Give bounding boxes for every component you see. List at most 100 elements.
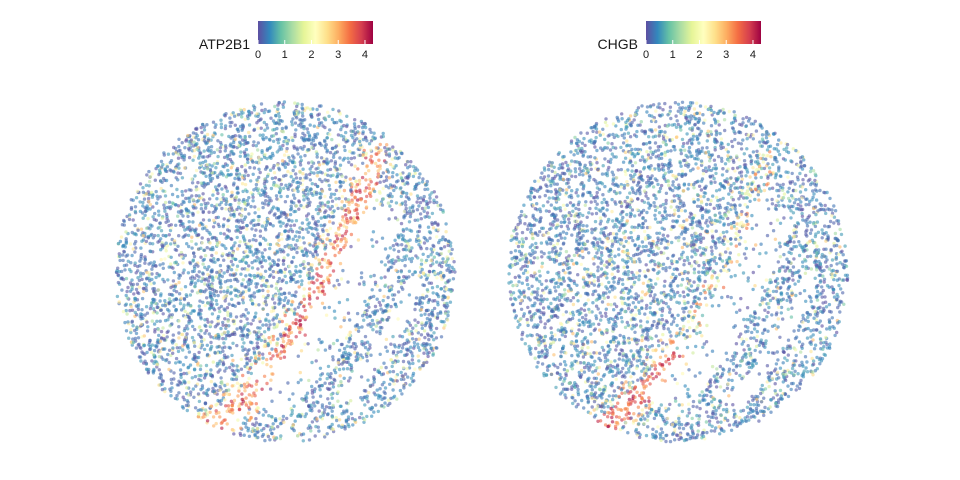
spot-point (421, 363, 426, 368)
spot-point (286, 301, 290, 305)
spot-point (226, 235, 230, 239)
spot-point (391, 396, 395, 400)
spot-point (388, 204, 392, 208)
spot-point (274, 349, 278, 353)
spot-point (409, 192, 413, 196)
spot-point (293, 196, 297, 200)
spot-point (247, 196, 251, 200)
spot-point (365, 164, 369, 168)
spot-point (197, 350, 201, 355)
spot-point (125, 214, 129, 219)
spot-point (162, 153, 166, 157)
spot-point (411, 174, 416, 179)
spot-point (220, 187, 224, 191)
spot-point (202, 128, 207, 132)
spot-point (417, 337, 421, 341)
spot-point (239, 426, 243, 430)
spot-point (212, 150, 216, 155)
spot-point (241, 373, 245, 378)
spot-point (321, 413, 325, 417)
legend-title-chgb: CHGB (598, 36, 638, 52)
spot-point (435, 200, 439, 205)
spot-point (253, 223, 258, 227)
spot-point (357, 124, 361, 129)
spot-point (399, 221, 404, 226)
spot-point (785, 142, 790, 147)
spot-point (192, 251, 196, 255)
spot-point (786, 307, 790, 311)
spot-point (415, 168, 420, 172)
spot-point (243, 389, 247, 393)
spot-point (276, 207, 280, 211)
spot-point (277, 114, 282, 119)
spot-point (215, 345, 219, 349)
spot-point (272, 163, 276, 168)
spot-point (182, 296, 186, 301)
spot-point (198, 334, 203, 339)
spot-point (315, 267, 319, 271)
spot-point (698, 246, 702, 250)
spot-point (452, 267, 456, 272)
spot-point (426, 201, 430, 206)
spot-point (255, 379, 259, 383)
spot-point (178, 360, 182, 364)
spot-point (418, 225, 422, 229)
spot-point (182, 338, 187, 342)
spot-point (315, 107, 319, 112)
spot-point (266, 284, 271, 289)
spot-point (321, 205, 325, 209)
spot-point (263, 343, 267, 347)
spot-point (389, 199, 394, 204)
spot-point (244, 357, 248, 361)
spot-point (193, 406, 198, 410)
spot-point (259, 338, 264, 343)
spot-point (321, 285, 325, 289)
spot-point (203, 303, 207, 308)
spot-point (159, 237, 163, 241)
spot-point (635, 129, 639, 134)
spot-point (257, 175, 261, 180)
spot-point (161, 326, 165, 330)
spot-point (269, 199, 273, 203)
spot-point (178, 346, 182, 350)
spot-point (242, 197, 246, 202)
spot-point (418, 172, 422, 176)
spot-point (197, 377, 201, 382)
spot-point (382, 294, 386, 299)
spot-point (196, 392, 201, 396)
spot-point (410, 206, 415, 210)
spot-point (241, 348, 245, 352)
colorbar-tick-label: 4 (750, 49, 756, 61)
spot-point (162, 280, 166, 284)
spot-point (319, 373, 323, 377)
spot-point (400, 258, 405, 263)
spot-point (336, 390, 340, 394)
spot-point (269, 364, 273, 369)
spot-point (590, 405, 594, 409)
spot-point (202, 149, 206, 153)
spot-point (205, 411, 209, 416)
spot-point (261, 192, 265, 197)
spot-point (252, 166, 257, 170)
spot-point (205, 419, 210, 423)
spot-point (224, 404, 228, 408)
spot-point (265, 312, 270, 317)
spot-point (384, 304, 388, 308)
spot-point (194, 242, 198, 246)
spot-point (325, 265, 330, 270)
spot-point (391, 171, 395, 175)
spot-point (127, 217, 132, 222)
spot-point (328, 150, 333, 155)
spot-point (300, 106, 304, 110)
spot-point (258, 242, 262, 247)
spot-point (352, 176, 356, 180)
spot-point (242, 107, 246, 112)
spot-point (344, 238, 348, 242)
spot-point (279, 356, 283, 360)
spot-point (207, 275, 212, 280)
spot-point (289, 272, 293, 276)
spot-point (317, 409, 321, 413)
spot-point (292, 188, 296, 192)
spot-point (271, 372, 275, 376)
spot-point (252, 273, 257, 278)
